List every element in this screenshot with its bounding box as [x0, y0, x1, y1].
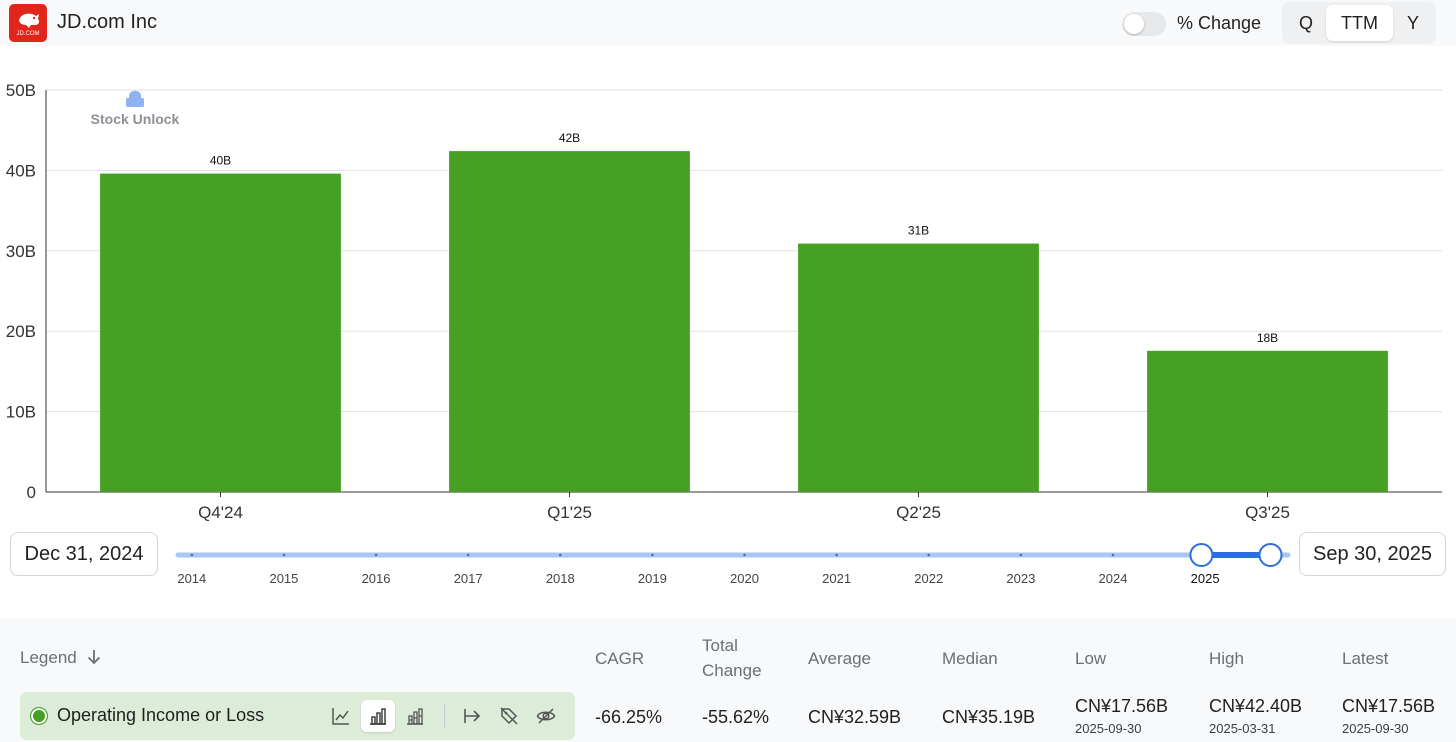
x-tick-label: Q2'25: [896, 503, 941, 522]
year-label: 2021: [822, 571, 851, 586]
total-change-header-line2: Change: [702, 661, 762, 680]
year-label: 2016: [362, 571, 391, 586]
line-chart-icon[interactable]: [324, 700, 358, 732]
bar[interactable]: [449, 151, 690, 492]
average-header: Average: [808, 649, 872, 668]
year-label: 2025: [1191, 571, 1220, 586]
date-range-slider[interactable]: 2014 2015 2016 2017 2018 2019 2020 2021 2022 2023…: [0, 530, 1456, 592]
series-name: Operating Income or Loss: [57, 705, 265, 725]
total-change-header: Total Change: [702, 633, 762, 683]
end-date-box[interactable]: Sep 30, 2025: [1299, 532, 1446, 576]
bar[interactable]: [798, 243, 1039, 492]
high-header: High: [1209, 649, 1244, 668]
year-tick: [651, 553, 654, 557]
year-tick: [282, 553, 286, 557]
lock-body: [126, 98, 144, 107]
period-ttm-button[interactable]: TTM: [1326, 5, 1393, 41]
year-tick: [1111, 553, 1115, 557]
company-logo: JD.COM: [9, 4, 47, 42]
year-tick: [835, 553, 838, 557]
toggle-knob: [1124, 14, 1144, 34]
high-date: 2025-03-31: [1209, 721, 1276, 736]
bar-data-label: 31B: [908, 224, 929, 238]
year-label: 2018: [546, 571, 575, 586]
bar[interactable]: [100, 173, 341, 492]
low-value: CN¥17.56B: [1075, 696, 1169, 716]
bar[interactable]: [1147, 350, 1388, 492]
year-label: 2024: [1099, 571, 1128, 586]
year-label: 2022: [914, 571, 943, 586]
year-label: 2020: [730, 571, 759, 586]
tag-off-icon[interactable]: [492, 700, 526, 732]
stock-unlock-watermark: Stock Unlock: [91, 90, 180, 127]
pct-change-toggle[interactable]: [1122, 12, 1166, 36]
series-color-dot[interactable]: [30, 707, 48, 725]
year-tick: [927, 553, 931, 557]
y-tick-label: 40B: [6, 161, 36, 180]
lock-icon: [129, 90, 141, 99]
latest-header: Latest: [1342, 649, 1389, 668]
period-q-button[interactable]: Q: [1298, 13, 1313, 33]
year-label: 2017: [454, 571, 483, 586]
year-tick: [374, 553, 378, 557]
latest-value: CN¥17.56B: [1342, 696, 1436, 716]
year-label: 2019: [638, 571, 667, 586]
y-tick-label: 0: [27, 483, 36, 502]
average-value: CN¥32.59B: [808, 707, 902, 727]
toolbar-divider: [444, 704, 445, 728]
legend-item-operating-income[interactable]: Operating Income or Loss: [20, 692, 575, 740]
jump-to-end-icon[interactable]: [455, 700, 489, 732]
range-end-handle[interactable]: [1258, 543, 1283, 567]
year-tick: [1019, 553, 1023, 557]
y-tick-label: 10B: [6, 403, 36, 422]
company-name: JD.com Inc: [57, 11, 158, 33]
year-tick: [190, 553, 194, 557]
pct-change-label: % Change: [1177, 13, 1262, 33]
y-tick-label: 20B: [6, 322, 36, 341]
arrow-down-icon: [88, 650, 101, 665]
year-label: 2014: [177, 571, 206, 586]
legend-header-label: Legend: [20, 648, 77, 667]
year-tick: [558, 553, 562, 557]
start-date-box[interactable]: Dec 31, 2024: [10, 532, 158, 576]
stacked-bar-icon[interactable]: [398, 700, 432, 732]
y-tick-label: 50B: [6, 81, 36, 100]
bar-chart: 0 10B 20B 30B 40B 50B Stock Unlock 40B Q4'24 42B Q…: [6, 81, 1442, 522]
watermark-text: Stock Unlock: [91, 111, 180, 127]
median-value: CN¥35.19B: [942, 707, 1036, 727]
cagr-header: CAGR: [595, 649, 645, 668]
stats-panel: Legend CAGR Total Change Average Median …: [0, 618, 1456, 742]
latest-date: 2025-09-30: [1342, 721, 1409, 736]
eye-off-icon[interactable]: [529, 700, 563, 732]
cagr-value: -66.25%: [595, 707, 663, 727]
total-change-value: -55.62%: [702, 707, 770, 727]
legend-sort-button[interactable]: Legend: [20, 648, 101, 668]
bar-data-label: 42B: [559, 131, 580, 145]
year-tick: [466, 553, 470, 557]
bar-chart-icon[interactable]: [361, 700, 395, 732]
y-tick-label: 30B: [6, 242, 36, 261]
range-start-handle[interactable]: [1189, 543, 1214, 567]
svg-text:JD.COM: JD.COM: [17, 31, 40, 37]
header-bar: JD.COM JD.com Inc % Change Q TTM Y: [0, 0, 1456, 46]
median-header: Median: [942, 649, 998, 668]
bar-data-label: 18B: [1257, 331, 1278, 345]
x-tick-label: Q4'24: [198, 503, 243, 522]
high-value: CN¥42.40B: [1209, 696, 1303, 716]
total-change-header-line1: Total: [702, 636, 738, 655]
x-tick-label: Q3'25: [1245, 503, 1290, 522]
bar-data-label: 40B: [210, 154, 231, 168]
period-selector: Q TTM Y: [1282, 2, 1436, 44]
year-tick: [743, 553, 746, 557]
x-tick-label: Q1'25: [547, 503, 592, 522]
period-y-button[interactable]: Y: [1406, 13, 1419, 33]
low-date: 2025-09-30: [1075, 721, 1142, 736]
year-label: 2023: [1006, 571, 1035, 586]
year-label: 2015: [269, 571, 298, 586]
low-header: Low: [1075, 649, 1107, 668]
